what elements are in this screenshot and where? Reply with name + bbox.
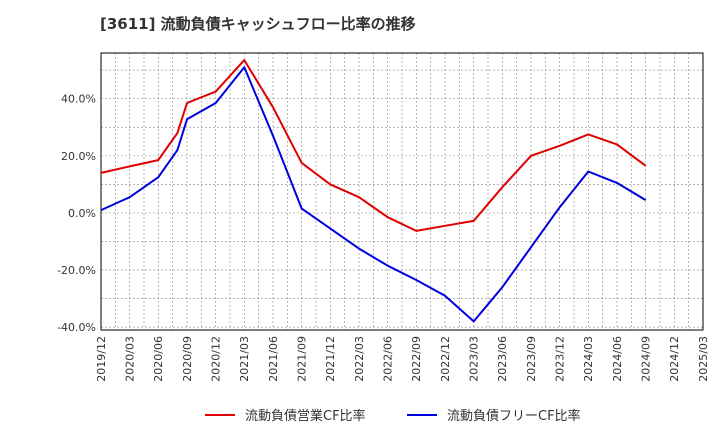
y-tick-label: 20.0% xyxy=(61,150,96,163)
chart-title: [3611] 流動負債キャッシュフロー比率の推移 xyxy=(100,15,416,33)
x-tick-label: 2020/06 xyxy=(152,336,165,382)
y-tick-label: -40.0% xyxy=(57,321,96,334)
x-tick-label: 2021/09 xyxy=(296,336,309,382)
y-tick-label: 40.0% xyxy=(61,93,96,106)
x-tick-label: 2022/03 xyxy=(353,336,366,382)
x-tick-label: 2023/06 xyxy=(496,336,509,382)
x-tick-label: 2020/09 xyxy=(181,336,194,382)
x-tick-label: 2024/12 xyxy=(668,336,681,382)
x-tick-label: 2020/12 xyxy=(210,336,223,382)
y-tick-label: 0.0% xyxy=(68,207,96,220)
series-lines xyxy=(100,59,647,323)
series-line-1 xyxy=(100,59,647,232)
legend-label-1: 流動負債営業CF比率 xyxy=(245,408,366,424)
x-tick-label: 2021/12 xyxy=(324,336,337,382)
x-axis-ticks: 2019/12 2020/03 2020/06 2020/09 2020/12 2021/… xyxy=(95,336,710,382)
grid xyxy=(101,53,703,330)
plot-frame xyxy=(100,52,704,331)
x-tick-label: 2022/09 xyxy=(410,336,423,382)
legend-label-2: 流動負債フリーCF比率 xyxy=(447,408,581,424)
legend: 流動負債営業CF比率 流動負債フリーCF比率 xyxy=(205,408,581,424)
y-tick-label: -20.0% xyxy=(57,264,96,277)
x-tick-label: 2024/03 xyxy=(582,336,595,382)
x-tick-label: 2022/06 xyxy=(382,336,395,382)
x-tick-label: 2023/12 xyxy=(554,336,567,382)
x-tick-label: 2025/03 xyxy=(697,336,710,382)
series-line-2 xyxy=(100,66,647,323)
x-tick-label: 2019/12 xyxy=(95,336,108,382)
x-tick-label: 2023/03 xyxy=(468,336,481,382)
x-tick-label: 2021/03 xyxy=(238,336,251,382)
x-tick-label: 2021/06 xyxy=(267,336,280,382)
x-tick-label: 2023/09 xyxy=(525,336,538,382)
x-tick-label: 2024/09 xyxy=(640,336,653,382)
x-tick-label: 2020/03 xyxy=(124,336,137,382)
y-axis-ticks: 40.0% 20.0% 0.0% -20.0% -40.0% xyxy=(57,93,96,334)
x-tick-label: 2024/06 xyxy=(611,336,624,382)
x-tick-label: 2022/12 xyxy=(439,336,452,382)
